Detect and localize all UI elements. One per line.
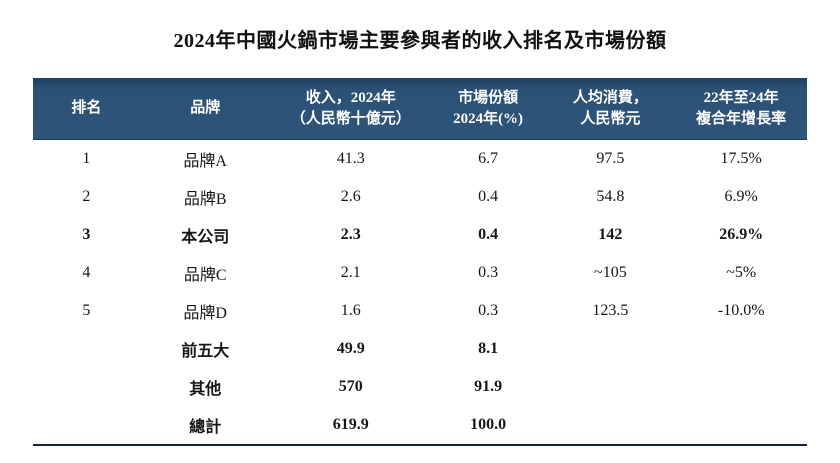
cell-brand: 本公司 (181, 229, 230, 246)
cell-per-capita: 123.5 (592, 302, 629, 319)
table-row: 1 品牌A 41.3 6.7 97.5 17.5% (33, 140, 807, 179)
table-row-total: 總計 619.9 100.0 (33, 406, 807, 445)
column-header-market-share: 市場份額 2024年(%) (430, 78, 546, 140)
cell-cagr: -10.0% (717, 302, 765, 319)
cell-per-capita: ~105 (594, 264, 627, 281)
column-header-revenue: 收入，2024年 （人民幣十億元） (270, 78, 431, 140)
cell-share: 91.9 (474, 378, 503, 395)
cell-rank: 4 (82, 264, 91, 281)
cell-revenue: 570 (338, 378, 363, 395)
cell-revenue: 1.6 (340, 302, 361, 319)
header-line: 2024年(%) (453, 110, 524, 127)
cell-brand: 其他 (189, 381, 222, 398)
header-line: 人民幣元 (580, 110, 641, 127)
column-header-brand: 品牌 (139, 78, 271, 140)
cell-brand: 品牌C (183, 267, 227, 284)
cell-revenue: 2.3 (340, 226, 361, 243)
page-title: 2024年中國火鍋市場主要參與者的收入排名及市場份額 (173, 30, 667, 52)
table-row: 5 品牌D 1.6 0.3 123.5 -10.0% (33, 292, 807, 330)
cell-share: 6.7 (478, 150, 499, 167)
market-ranking-table: 排名 品牌 收入，2024年 （人民幣十億元） 市場份額 2024年(%) (33, 78, 807, 446)
cell-per-capita: 97.5 (596, 150, 625, 167)
table-body: 1 品牌A 41.3 6.7 97.5 17.5% 2 品牌B 2.6 0.4 … (33, 140, 807, 446)
cell-share: 8.1 (478, 340, 499, 357)
column-header-cagr: 22年至24年 複合年增長率 (675, 78, 807, 140)
cell-per-capita (545, 406, 675, 445)
cell-rank (33, 406, 140, 445)
table-row-top-five: 前五大 49.9 8.1 (33, 330, 807, 368)
header-line: 人均消費， (572, 89, 648, 106)
cell-rank: 2 (82, 188, 91, 205)
cell-rank (33, 368, 140, 406)
header-line: 品牌 (190, 100, 221, 116)
header-line: 排名 (71, 100, 102, 116)
cell-revenue: 49.9 (336, 340, 365, 357)
cell-rank: 3 (82, 226, 91, 243)
market-table-container: 排名 品牌 收入，2024年 （人民幣十億元） 市場份額 2024年(%) (33, 78, 807, 446)
cell-rank (33, 330, 140, 368)
cell-cagr (675, 330, 807, 368)
cell-per-capita (545, 330, 675, 368)
cell-rank: 5 (82, 302, 91, 319)
cell-per-capita: 142 (598, 226, 623, 243)
cell-brand: 品牌B (183, 191, 227, 208)
header-line: （人民幣十億元） (290, 110, 411, 127)
cell-cagr (675, 368, 807, 406)
cell-cagr: 6.9% (724, 188, 758, 205)
cell-cagr: ~5% (726, 264, 757, 281)
cell-revenue: 619.9 (332, 416, 369, 433)
column-header-rank: 排名 (33, 78, 140, 140)
table-header: 排名 品牌 收入，2024年 （人民幣十億元） 市場份額 2024年(%) (33, 78, 807, 140)
cell-share: 0.3 (478, 302, 499, 319)
header-line: 市場份額 (458, 89, 519, 106)
table-row-company: 3 本公司 2.3 0.4 142 26.9% (33, 216, 807, 254)
cell-brand: 品牌D (183, 305, 227, 322)
cell-revenue: 41.3 (336, 150, 365, 167)
header-line: 收入，2024年 (305, 89, 396, 106)
cell-cagr: 26.9% (719, 226, 764, 243)
cell-revenue: 2.6 (340, 188, 361, 205)
cell-share: 0.4 (478, 188, 499, 205)
column-header-per-capita: 人均消費， 人民幣元 (545, 78, 676, 140)
cell-revenue: 2.1 (340, 264, 361, 281)
cell-rank: 1 (82, 150, 91, 167)
cell-per-capita (545, 368, 675, 406)
header-line: 複合年增長率 (696, 110, 787, 127)
cell-share: 0.3 (478, 264, 499, 281)
header-line: 22年至24年 (703, 89, 779, 106)
table-row-others: 其他 570 91.9 (33, 368, 807, 406)
header-row: 排名 品牌 收入，2024年 （人民幣十億元） 市場份額 2024年(%) (33, 78, 807, 140)
cell-share: 100.0 (470, 416, 507, 433)
cell-cagr: 17.5% (720, 150, 762, 167)
cell-brand: 總計 (189, 419, 222, 436)
table-row: 4 品牌C 2.1 0.3 ~105 ~5% (33, 254, 807, 292)
table-row: 2 品牌B 2.6 0.4 54.8 6.9% (33, 178, 807, 216)
cell-brand: 品牌A (183, 153, 227, 170)
cell-cagr (675, 406, 807, 445)
cell-brand: 前五大 (181, 343, 230, 360)
cell-per-capita: 54.8 (596, 188, 625, 205)
cell-share: 0.4 (478, 226, 499, 243)
